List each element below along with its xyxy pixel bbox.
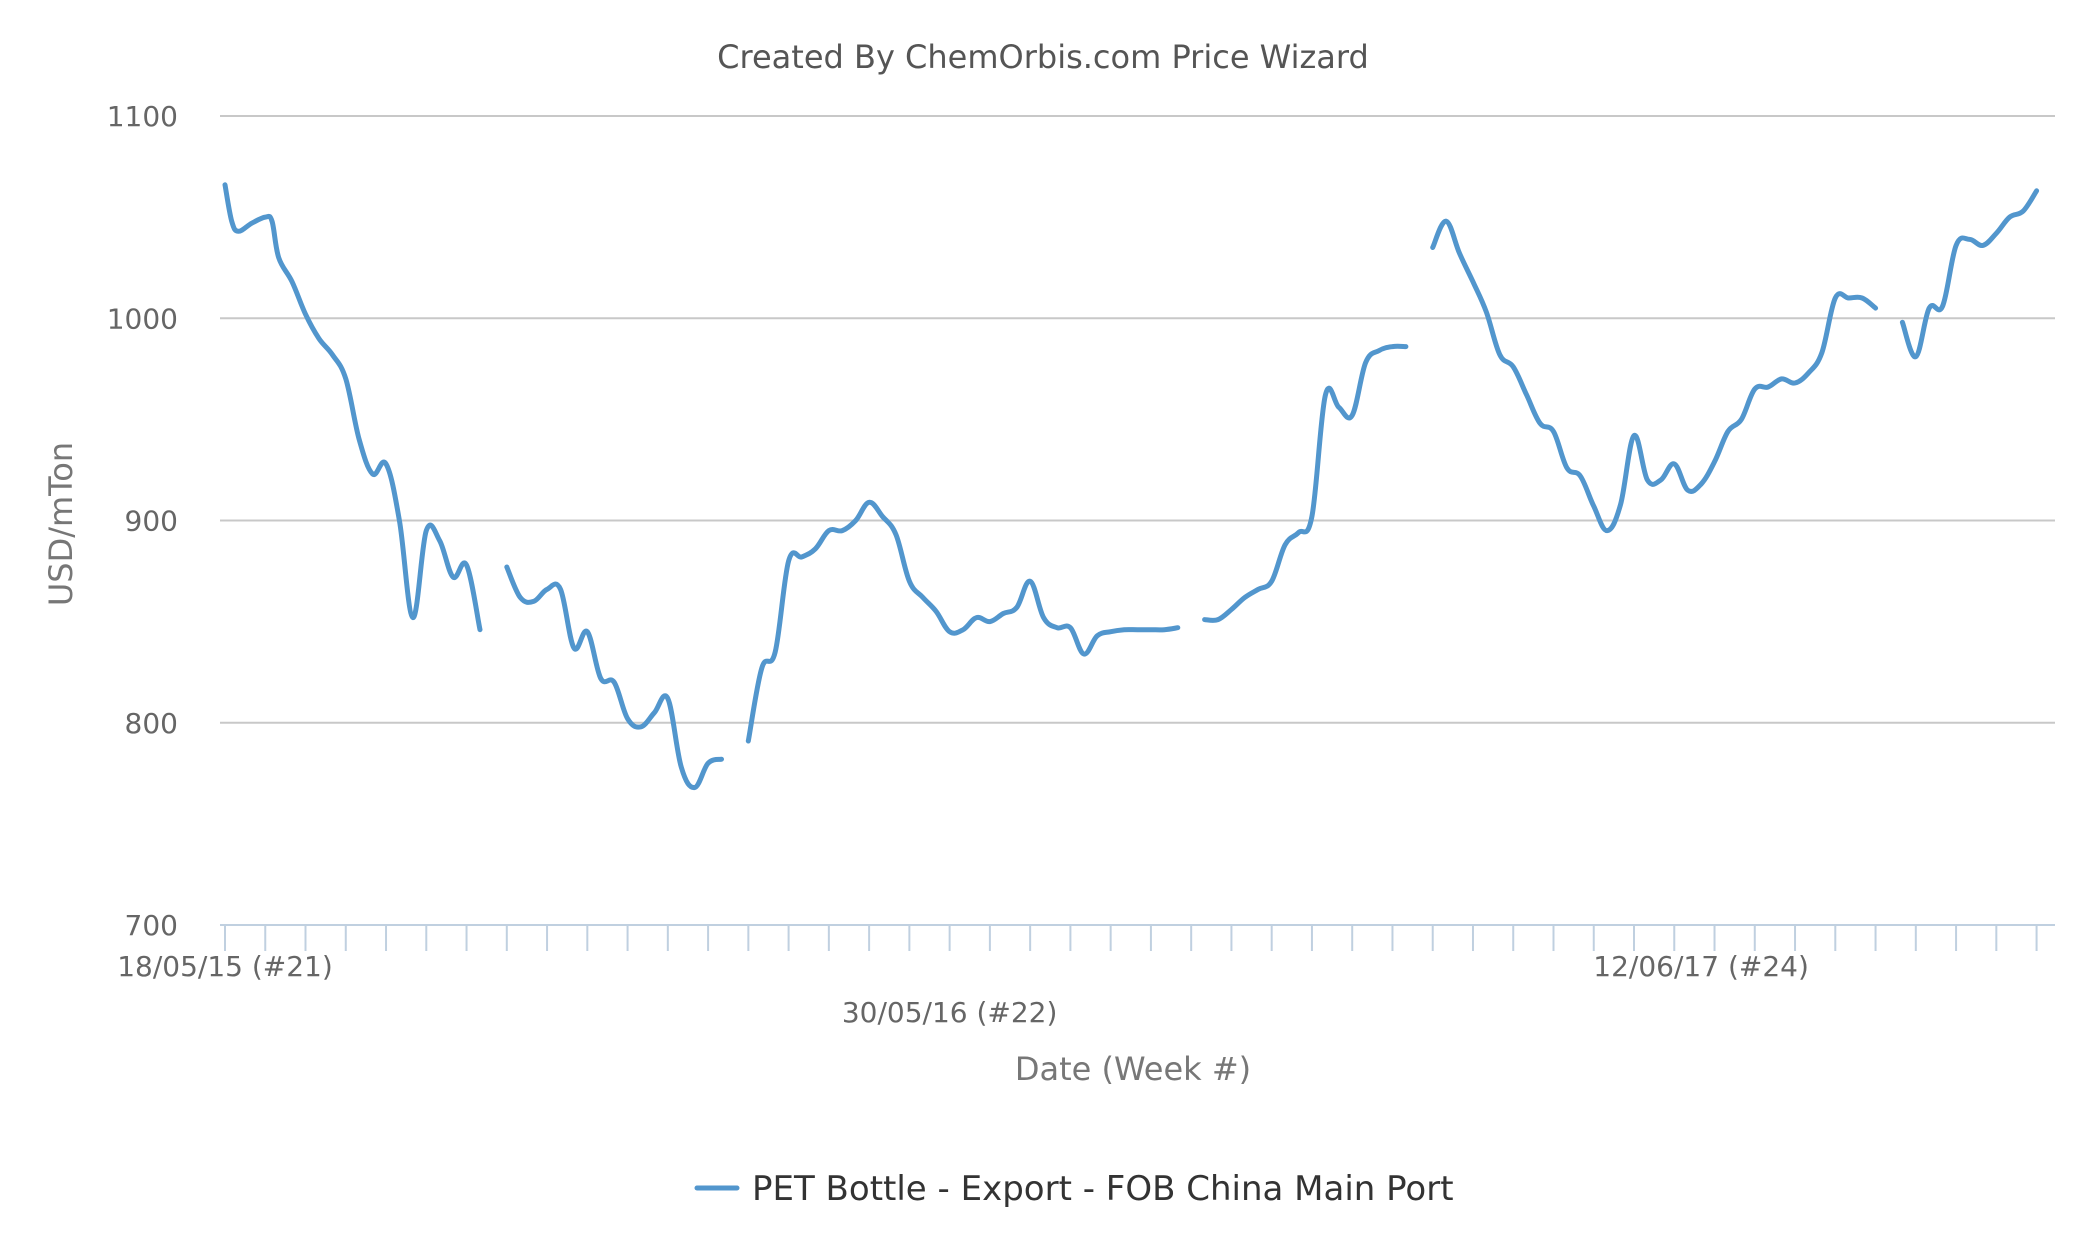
- x-axis-label: Date (Week #): [1015, 1050, 1251, 1088]
- series-0-segment-5: [1899, 188, 2040, 360]
- x-tick-label-0: 18/05/15 (#21): [117, 950, 333, 983]
- series-0-segment-4: [1430, 218, 1879, 534]
- y-tick-label-700: 700: [125, 909, 178, 942]
- series-lines: [222, 182, 2040, 791]
- series-0-segment-3: [1202, 343, 1409, 623]
- y-axis-tick-labels: 700 800 900 1000 1100: [107, 100, 178, 942]
- x-tick-label-1: 30/05/16 (#22): [842, 996, 1058, 1029]
- y-tick-label-800: 800: [125, 707, 178, 740]
- x-axis: 18/05/15 (#21) 30/05/16 (#22) 12/06/17 (#2…: [117, 924, 2055, 1029]
- series-0-segment-0: [222, 182, 483, 633]
- series-0-segment-1: [504, 564, 724, 791]
- y-tick-label-1000: 1000: [107, 302, 178, 335]
- x-tick-label-2: 12/06/17 (#24): [1593, 950, 1809, 983]
- y-tick-label-900: 900: [125, 505, 178, 538]
- legend-series-label: PET Bottle - Export - FOB China Main Por…: [752, 1169, 1454, 1209]
- y-tick-label-1100: 1100: [107, 100, 178, 133]
- y-axis-label: USD/mTon: [42, 442, 80, 606]
- series-0-segment-2: [745, 499, 1181, 744]
- legend[interactable]: PET Bottle - Export - FOB China Main Por…: [694, 1169, 1454, 1209]
- grid-lines: [220, 115, 2055, 724]
- chart-title: Created By ChemOrbis.com Price Wizard: [717, 38, 1369, 76]
